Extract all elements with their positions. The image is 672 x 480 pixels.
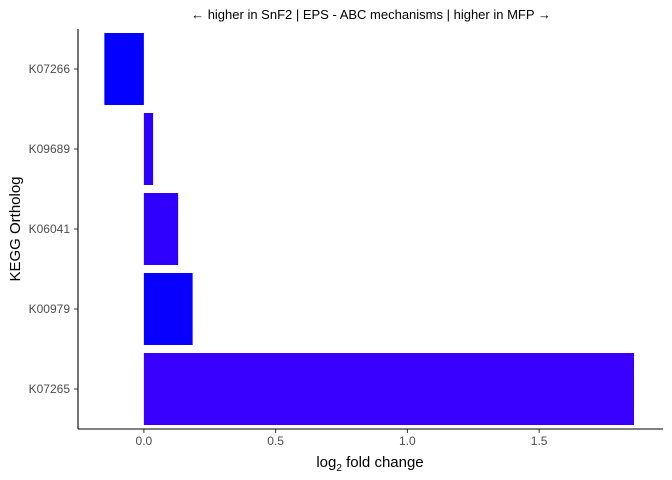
x-axis-title-subscript: 2 [336,463,342,474]
x-axis-title-log: log [316,454,336,471]
y-tick-label: K07266 [29,62,71,76]
x-tick-label: 0.5 [267,434,284,448]
bar-K06041 [143,193,179,265]
bar-K07265 [143,353,635,425]
bar-K00979 [143,273,193,345]
y-tick-label: K09689 [29,142,71,156]
y-tick-label: K07265 [29,382,71,396]
x-tick-label: 1.0 [399,434,416,448]
y-axis-title: KEGG Ortholog [7,176,24,281]
x-axis-title: log2 fold change [316,454,423,474]
x-ticks-group: 0.0 0.5 1.0 1.5 [136,429,548,448]
x-axis-title-suffix: fold change [342,454,424,471]
y-ticks-group: K07266 K09689 K06041 K00979 K07265 [29,62,78,396]
bars-group [104,33,635,425]
chart-title: ← higher in SnF2 | EPS - ABC mechanisms … [191,7,551,22]
y-tick-label: K06041 [29,222,71,236]
y-tick-label: K00979 [29,302,71,316]
bar-K09689 [143,113,154,185]
bar-K07266 [104,33,144,105]
x-tick-label: 1.5 [531,434,548,448]
x-tick-label: 0.0 [136,434,153,448]
